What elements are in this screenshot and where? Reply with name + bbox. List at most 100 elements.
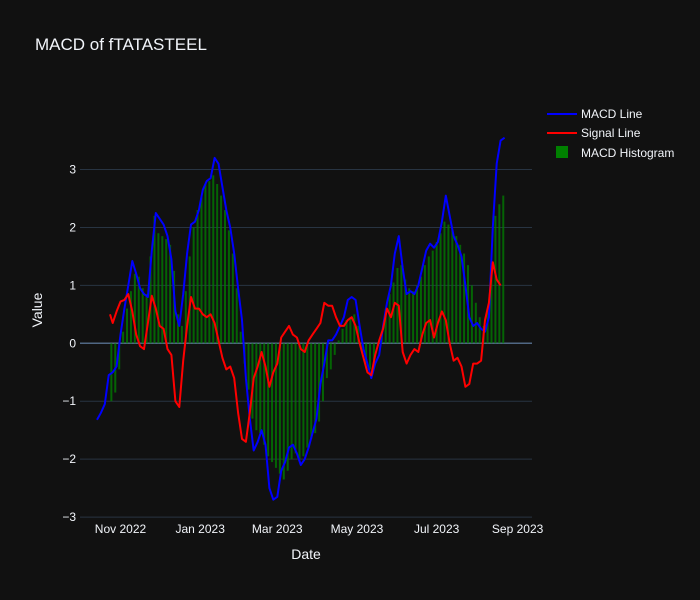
macd-histogram-bar[interactable] xyxy=(388,294,391,344)
macd-histogram-bar[interactable] xyxy=(329,343,332,370)
macd-histogram-bar[interactable] xyxy=(470,285,473,344)
macd-histogram-bar[interactable] xyxy=(224,210,227,344)
legend-label-macd-histogram: MACD Histogram xyxy=(581,146,674,160)
macd-histogram-bar[interactable] xyxy=(145,294,148,344)
macd-histogram-bar[interactable] xyxy=(153,215,156,344)
macd-histogram-bar[interactable] xyxy=(173,270,176,344)
macd-histogram-bar[interactable] xyxy=(333,343,336,355)
macd-histogram-bar[interactable] xyxy=(161,236,164,344)
macd-histogram-bar[interactable] xyxy=(400,265,403,344)
macd-histogram-bar[interactable] xyxy=(369,343,372,370)
x-tick-labels: Nov 2022 Jan 2023 Mar 2023 May 2023 Jul 2023… xyxy=(95,522,544,536)
macd-histogram-bar[interactable] xyxy=(337,340,340,344)
macd-line-series[interactable] xyxy=(96,136,506,501)
macd-histogram-bar[interactable] xyxy=(294,343,297,454)
macd-histogram-bar[interactable] xyxy=(345,320,348,344)
macd-histogram-bar[interactable] xyxy=(263,343,266,445)
macd-histogram-bar[interactable] xyxy=(184,291,187,344)
macd-histogram-bar[interactable] xyxy=(200,195,203,344)
macd-histogram-bar[interactable] xyxy=(455,236,458,344)
macd-histogram-bar[interactable] xyxy=(286,343,289,471)
macd-histogram-bar[interactable] xyxy=(216,184,219,344)
macd-histogram-bar[interactable] xyxy=(169,244,172,344)
macd-histogram-bar[interactable] xyxy=(459,244,462,344)
macd-histogram-bar[interactable] xyxy=(259,343,262,434)
macd-histogram-bar[interactable] xyxy=(118,343,121,370)
macd-histogram-bar[interactable] xyxy=(282,343,285,480)
macd-histogram-bar[interactable] xyxy=(196,210,199,344)
macd-histogram-bar[interactable] xyxy=(404,279,407,344)
macd-histogram-bar[interactable] xyxy=(447,224,450,344)
macd-histogram-bar[interactable] xyxy=(274,343,277,468)
macd-histogram-bar[interactable] xyxy=(267,343,270,457)
macd-histogram-bar[interactable] xyxy=(372,343,375,361)
macd-histogram-bar[interactable] xyxy=(126,308,129,344)
macd-histogram-bar[interactable] xyxy=(298,343,301,460)
macd-histogram-bar[interactable] xyxy=(498,204,501,344)
macd-histogram-bar[interactable] xyxy=(180,325,183,344)
macd-histogram-bar[interactable] xyxy=(353,314,356,344)
signal-line-series[interactable] xyxy=(109,261,502,443)
macd-histogram-bar[interactable] xyxy=(502,195,505,344)
macd-histogram-bar[interactable] xyxy=(220,195,223,344)
macd-histogram-bar[interactable] xyxy=(494,215,497,344)
macd-histogram-bar[interactable] xyxy=(290,343,293,460)
macd-histogram-bar[interactable] xyxy=(271,343,274,463)
macd-histogram-bar[interactable] xyxy=(408,288,411,344)
legend-item-macd-histogram[interactable]: MACD Histogram xyxy=(556,146,674,160)
macd-histogram-bar[interactable] xyxy=(204,184,207,344)
macd-histogram-bar[interactable] xyxy=(176,314,179,344)
macd-histogram-bar[interactable] xyxy=(310,343,313,439)
macd-histogram-bar[interactable] xyxy=(427,256,430,344)
macd-histogram-bar[interactable] xyxy=(435,241,438,344)
macd-histogram-bar[interactable] xyxy=(478,317,481,344)
macd-histogram-bar[interactable] xyxy=(157,233,160,344)
macd-histogram-bar[interactable] xyxy=(463,253,466,344)
macd-histogram-bar[interactable] xyxy=(349,317,352,344)
x-axis-title: Date xyxy=(291,546,321,562)
macd-histogram-bar[interactable] xyxy=(133,273,136,344)
macd-histogram-bar[interactable] xyxy=(486,311,489,344)
macd-histogram-bar[interactable] xyxy=(392,282,395,344)
legend-item-signal-line[interactable]: Signal Line xyxy=(547,126,641,140)
macd-histogram-bar[interactable] xyxy=(431,250,434,344)
macd-histogram-bar[interactable] xyxy=(318,343,321,422)
y-tick-label: 1 xyxy=(69,278,76,292)
macd-histogram-bar[interactable] xyxy=(443,221,446,344)
macd-histogram-bar[interactable] xyxy=(490,262,493,344)
macd-histogram-bar[interactable] xyxy=(419,276,422,344)
macd-histogram-bar[interactable] xyxy=(365,343,368,364)
macd-histogram-bar[interactable] xyxy=(165,239,168,344)
macd-histogram-bar[interactable] xyxy=(192,227,195,344)
macd-histogram-bar[interactable] xyxy=(231,253,234,344)
macd-histogram-bar[interactable] xyxy=(208,181,211,344)
macd-histogram-bar[interactable] xyxy=(439,233,442,344)
macd-histogram-bar[interactable] xyxy=(416,285,419,344)
macd-histogram-bar[interactable] xyxy=(278,343,281,474)
macd-histogram-bar[interactable] xyxy=(239,331,242,344)
macd-histogram-bar[interactable] xyxy=(384,308,387,344)
macd-histogram-bar[interactable] xyxy=(137,276,140,344)
macd-histogram-bar[interactable] xyxy=(302,343,305,457)
macd-histogram-bar[interactable] xyxy=(255,343,258,431)
y-tick-label: 2 xyxy=(69,220,76,234)
macd-histogram-bar[interactable] xyxy=(122,331,125,344)
macd-histogram-bar[interactable] xyxy=(341,328,344,344)
legend-swatch-macd-histogram xyxy=(556,146,568,158)
macd-histogram-bar[interactable] xyxy=(314,343,317,434)
legend-item-macd-line[interactable]: MACD Line xyxy=(547,107,643,121)
macd-histogram-bar[interactable] xyxy=(412,291,415,344)
macd-histogram-bar[interactable] xyxy=(361,343,364,352)
macd-histogram-bar[interactable] xyxy=(451,230,454,344)
macd-histogram-bar[interactable] xyxy=(129,291,132,344)
y-tick-label: −2 xyxy=(62,452,76,466)
legend[interactable]: MACD Line Signal Line MACD Histogram xyxy=(547,107,674,160)
macd-histogram-bar[interactable] xyxy=(227,230,230,344)
macd-histogram-bar[interactable] xyxy=(325,343,328,379)
macd-histogram-bar[interactable] xyxy=(212,175,215,344)
macd-histogram-bar[interactable] xyxy=(235,288,238,344)
macd-histogram-bar[interactable] xyxy=(141,288,144,344)
macd-histogram-bar[interactable] xyxy=(247,343,250,390)
macd-histogram-bar[interactable] xyxy=(423,265,426,344)
macd-histogram-bar[interactable] xyxy=(306,343,309,448)
